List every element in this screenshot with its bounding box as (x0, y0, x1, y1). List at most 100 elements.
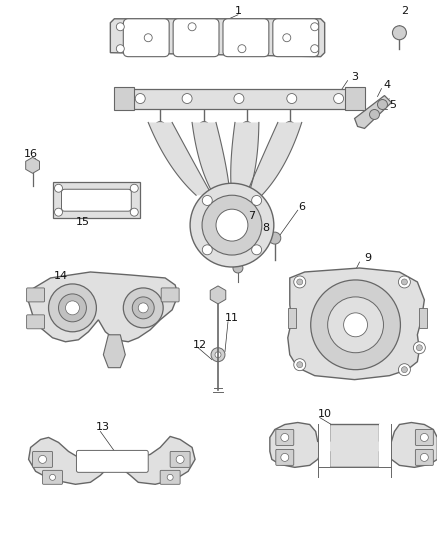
FancyBboxPatch shape (276, 449, 294, 465)
FancyBboxPatch shape (170, 451, 190, 467)
Circle shape (215, 250, 221, 256)
Polygon shape (192, 123, 230, 195)
Circle shape (392, 26, 406, 40)
Circle shape (399, 276, 410, 288)
Circle shape (420, 433, 428, 441)
Circle shape (130, 184, 138, 192)
Text: 15: 15 (75, 217, 89, 227)
Circle shape (238, 45, 246, 53)
FancyBboxPatch shape (42, 470, 63, 484)
Text: 2: 2 (401, 6, 408, 16)
Circle shape (54, 208, 63, 216)
Polygon shape (355, 95, 392, 128)
FancyBboxPatch shape (160, 470, 180, 484)
Circle shape (132, 297, 154, 319)
FancyBboxPatch shape (415, 430, 433, 446)
Bar (114, 86, 134, 110)
Bar (345, 86, 364, 110)
Circle shape (401, 367, 407, 373)
Polygon shape (26, 157, 39, 173)
Circle shape (216, 209, 248, 241)
FancyBboxPatch shape (273, 19, 319, 56)
Circle shape (413, 342, 425, 354)
Circle shape (49, 284, 96, 332)
Circle shape (155, 122, 165, 132)
Circle shape (124, 288, 163, 328)
Circle shape (297, 362, 303, 368)
Circle shape (283, 34, 291, 42)
Text: 7: 7 (248, 211, 255, 221)
Circle shape (370, 109, 379, 119)
FancyBboxPatch shape (415, 449, 433, 465)
Polygon shape (270, 423, 437, 467)
Circle shape (59, 294, 86, 322)
Circle shape (54, 184, 63, 192)
Circle shape (117, 45, 124, 53)
Polygon shape (231, 123, 259, 195)
FancyBboxPatch shape (61, 189, 131, 211)
Polygon shape (103, 335, 125, 368)
FancyBboxPatch shape (27, 315, 45, 329)
Circle shape (311, 280, 400, 370)
Circle shape (49, 474, 56, 480)
Circle shape (242, 122, 252, 132)
Circle shape (215, 352, 221, 358)
Bar (132, 88, 346, 109)
Circle shape (281, 454, 289, 462)
Circle shape (211, 246, 225, 260)
Circle shape (190, 183, 274, 267)
Polygon shape (110, 19, 325, 56)
Text: 11: 11 (225, 313, 239, 323)
FancyBboxPatch shape (27, 288, 45, 302)
FancyBboxPatch shape (161, 288, 179, 302)
Circle shape (202, 195, 262, 255)
Circle shape (211, 348, 225, 362)
Circle shape (343, 313, 367, 337)
Polygon shape (148, 123, 212, 195)
Bar (288, 308, 296, 328)
Polygon shape (210, 286, 226, 304)
Polygon shape (28, 272, 178, 342)
Circle shape (144, 34, 152, 42)
Text: 5: 5 (389, 100, 396, 109)
Text: 10: 10 (318, 408, 332, 418)
Circle shape (167, 474, 173, 480)
Text: 13: 13 (95, 423, 110, 432)
Circle shape (294, 276, 306, 288)
FancyBboxPatch shape (124, 19, 169, 56)
Circle shape (130, 208, 138, 216)
Circle shape (202, 196, 212, 205)
Circle shape (66, 301, 79, 315)
Text: 12: 12 (193, 340, 207, 350)
Circle shape (138, 303, 148, 313)
Text: 3: 3 (351, 71, 358, 82)
Circle shape (285, 122, 295, 132)
Circle shape (328, 297, 384, 353)
Circle shape (233, 263, 243, 273)
FancyBboxPatch shape (223, 19, 269, 56)
Circle shape (311, 23, 319, 31)
Text: 14: 14 (53, 271, 67, 281)
Circle shape (297, 279, 303, 285)
Circle shape (269, 232, 281, 244)
Polygon shape (288, 268, 424, 379)
Text: 6: 6 (298, 202, 305, 212)
Circle shape (176, 455, 184, 463)
Circle shape (117, 23, 124, 31)
Text: 4: 4 (384, 79, 391, 90)
Polygon shape (28, 437, 195, 484)
Circle shape (252, 245, 261, 255)
Circle shape (417, 345, 422, 351)
Circle shape (287, 94, 297, 103)
Bar (53, 182, 140, 218)
Circle shape (401, 279, 407, 285)
Circle shape (188, 23, 196, 31)
FancyBboxPatch shape (173, 19, 219, 56)
Circle shape (39, 455, 46, 463)
Circle shape (135, 94, 145, 103)
Text: 8: 8 (262, 223, 269, 233)
Circle shape (199, 122, 209, 132)
Polygon shape (318, 424, 392, 478)
FancyBboxPatch shape (276, 430, 294, 446)
Circle shape (182, 94, 192, 103)
